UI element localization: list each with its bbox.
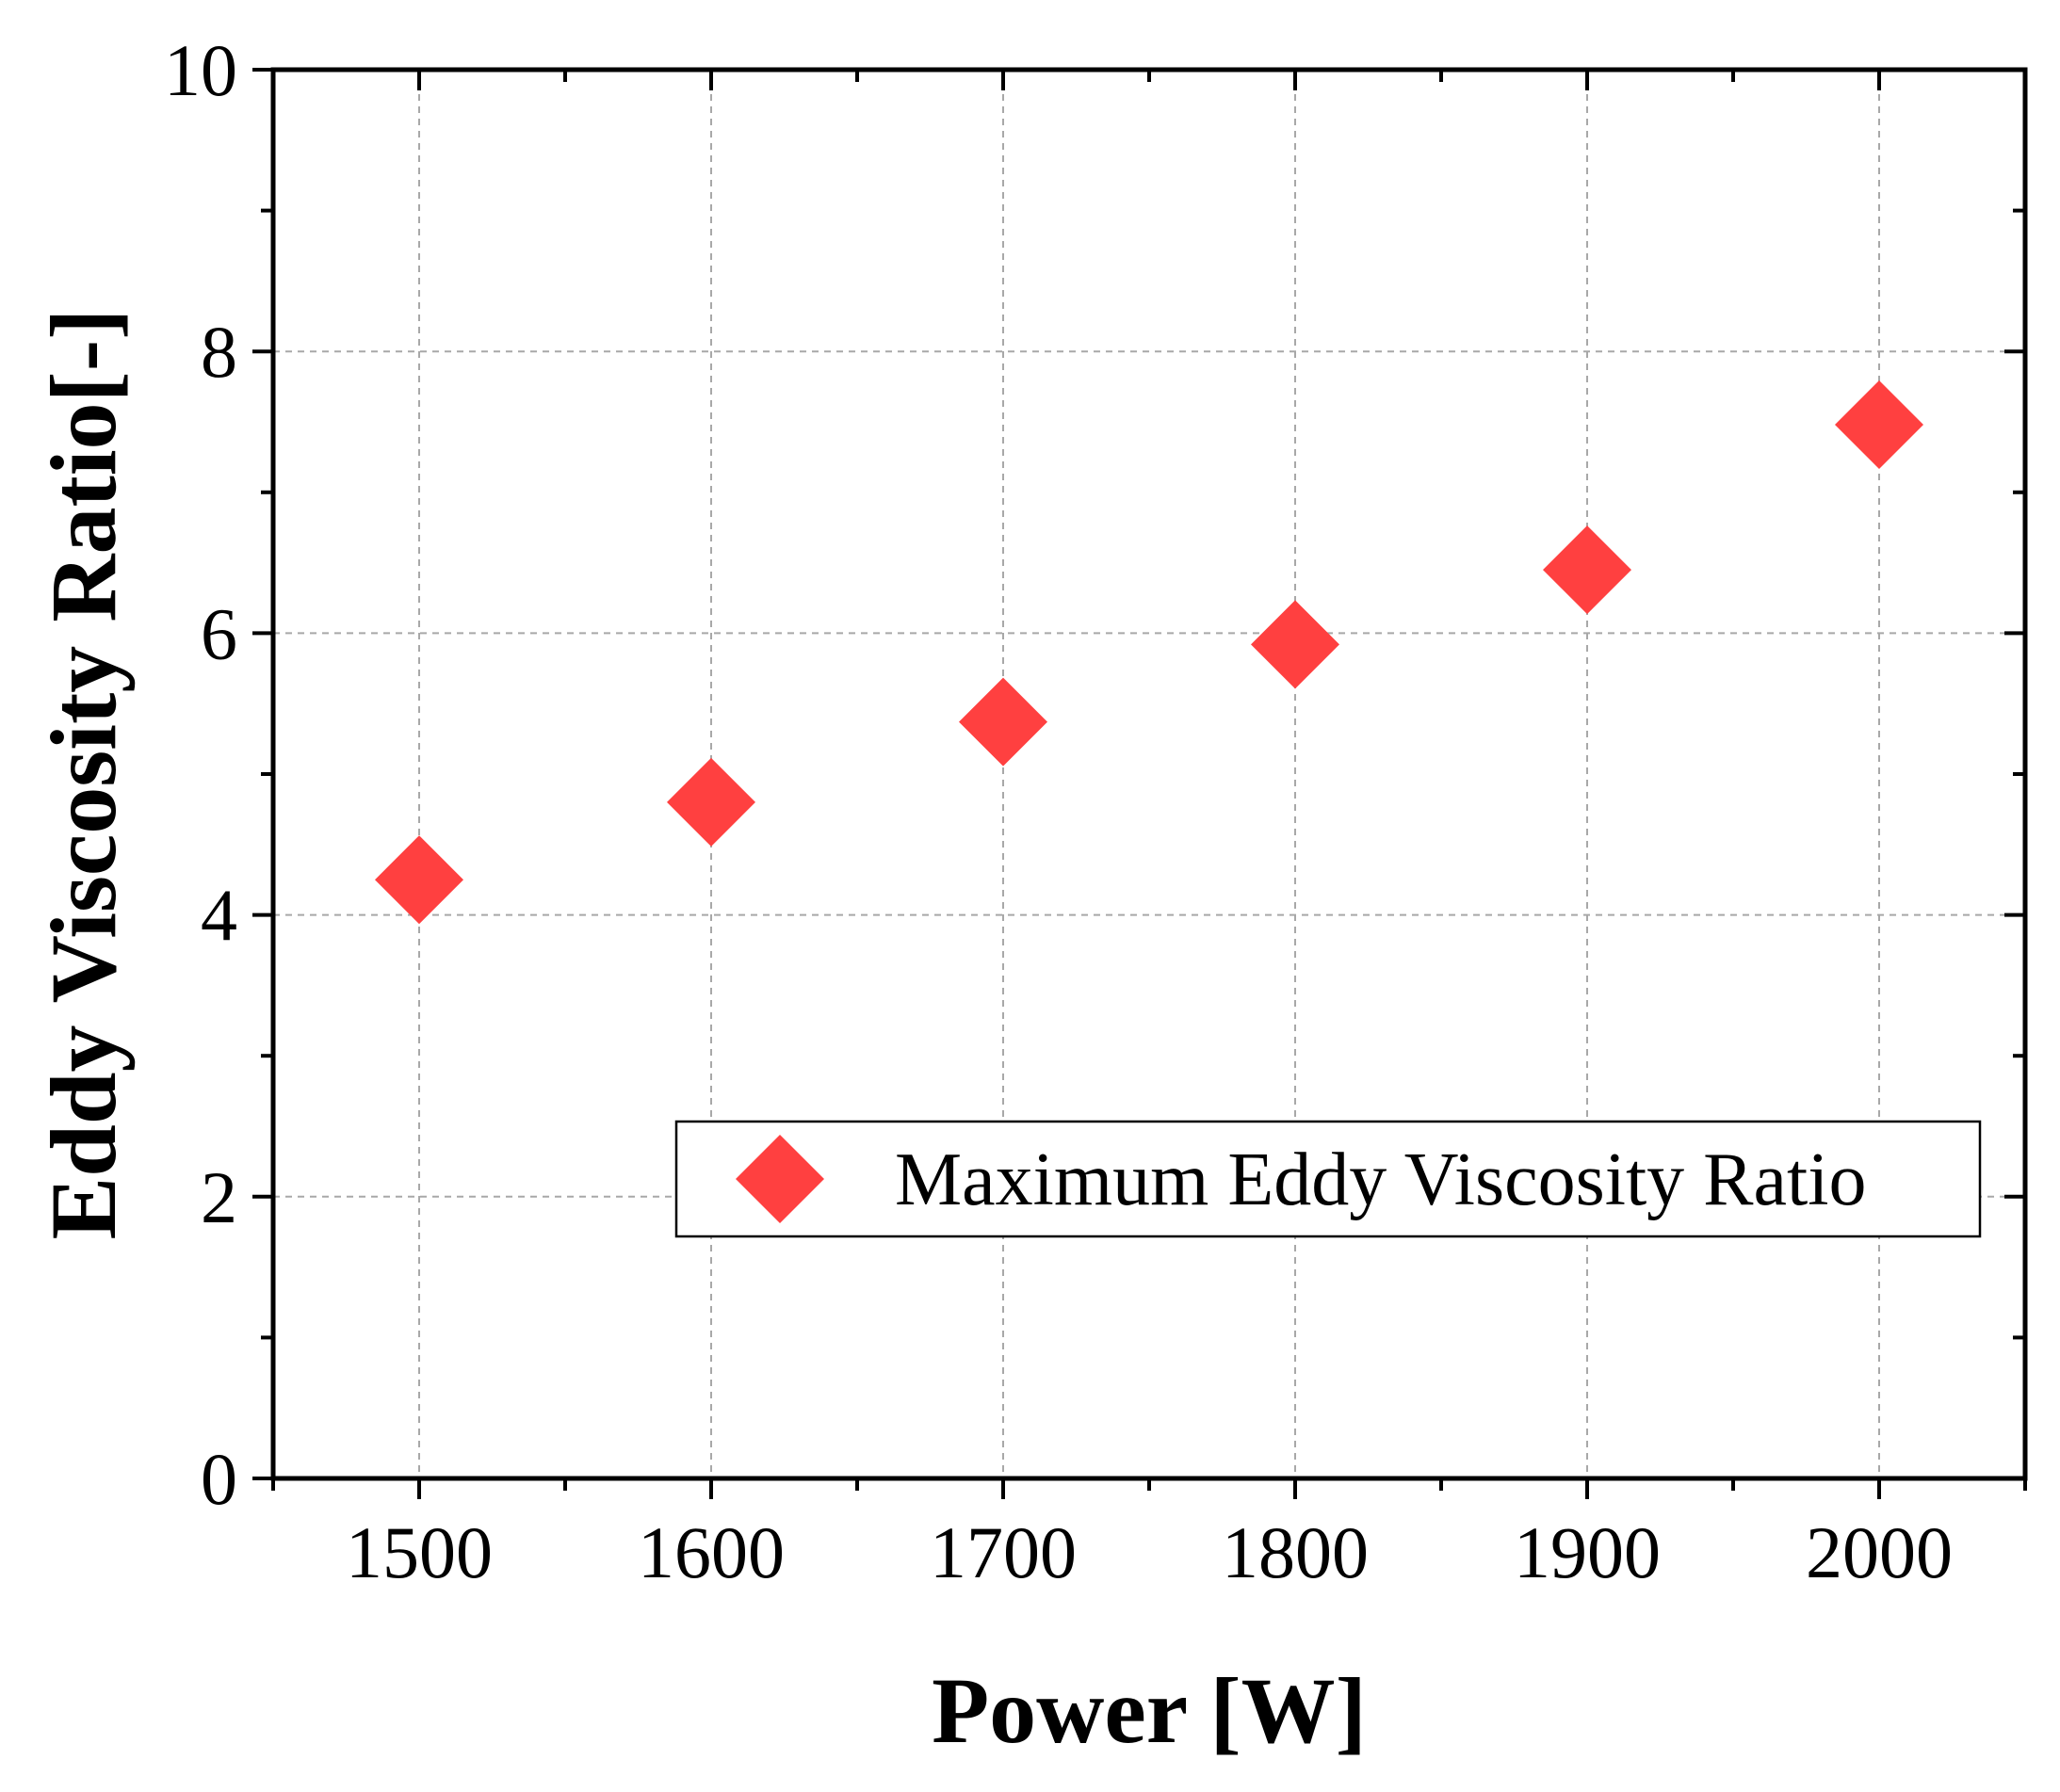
data-point	[375, 835, 463, 925]
legend-label: Maximum Eddy Viscosity Ratio	[895, 1138, 1866, 1221]
data-points	[375, 379, 1923, 925]
data-point	[959, 677, 1047, 767]
x-tick-label: 1600	[638, 1511, 785, 1593]
legend-marker-diamond-icon	[736, 1135, 824, 1223]
x-axis-title: Power [W]	[932, 1658, 1367, 1763]
x-tick-label: 2000	[1806, 1511, 1953, 1593]
legend: Maximum Eddy Viscosity Ratio	[674, 1120, 1982, 1238]
y-tick-label: 6	[201, 592, 237, 674]
data-point	[1543, 525, 1631, 615]
data-point	[1835, 379, 1923, 469]
tick-labels: 1500 1600 1700 1800 1900 2000 0 2 4 6 8 10	[164, 29, 1953, 1593]
y-tick-label: 8	[201, 311, 237, 393]
y-tick-label: 4	[201, 875, 237, 957]
legend-box	[674, 1120, 1982, 1238]
x-tick-label: 1700	[930, 1511, 1077, 1593]
x-tick-label: 1500	[346, 1511, 493, 1593]
data-point	[667, 757, 755, 847]
y-tick-label: 0	[201, 1438, 237, 1520]
x-tick-label: 1800	[1222, 1511, 1369, 1593]
data-point	[1251, 600, 1339, 689]
y-axis-title: Eddy Viscosity Ratio[-]	[31, 309, 136, 1240]
grid-lines	[273, 70, 2025, 1478]
plot-frame	[270, 67, 2028, 1481]
y-tick-label: 2	[201, 1156, 237, 1238]
y-tick-label: 10	[164, 29, 237, 111]
x-tick-label: 1900	[1514, 1511, 1661, 1593]
axis-ticks	[252, 68, 2027, 1499]
